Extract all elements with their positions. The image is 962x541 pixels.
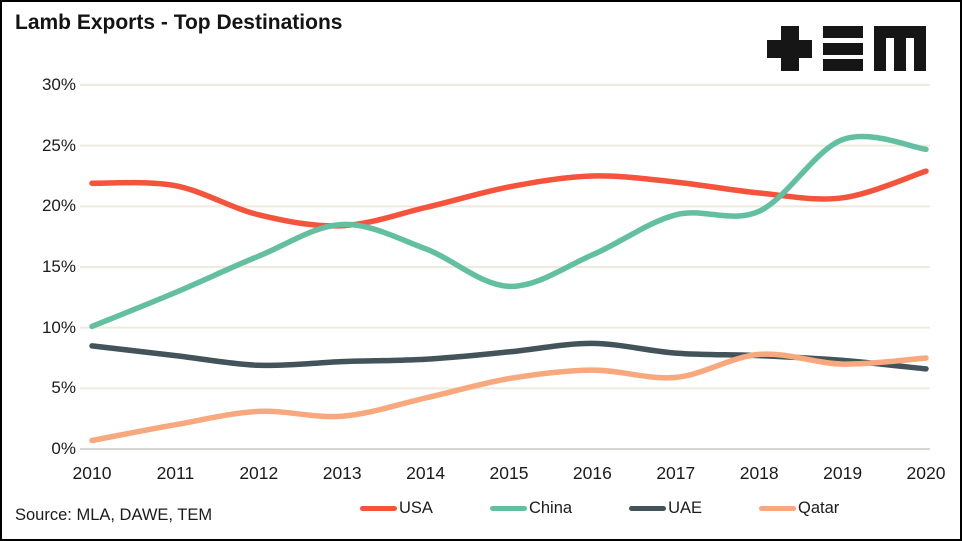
tem-logo bbox=[767, 26, 926, 71]
x-axis-label: 2015 bbox=[489, 463, 529, 483]
series-line-usa bbox=[89, 168, 929, 229]
series-line-china bbox=[89, 133, 929, 330]
x-axis-label: 2011 bbox=[156, 463, 195, 483]
legend-item-uae: UAE bbox=[629, 499, 702, 518]
logo-plus-icon bbox=[767, 26, 812, 71]
x-axis-label: 2012 bbox=[239, 463, 279, 483]
chart-legend: USA China UAE Qatar bbox=[360, 499, 839, 518]
legend-item-qatar: Qatar bbox=[759, 499, 839, 518]
x-axis-label: 2016 bbox=[572, 463, 612, 483]
source-note: Source: MLA, DAWE, TEM bbox=[15, 506, 213, 524]
x-axis-label: 2017 bbox=[656, 463, 696, 483]
chart-title: Lamb Exports - Top Destinations bbox=[15, 11, 343, 34]
legend-label: Qatar bbox=[798, 499, 840, 517]
legend-line-swatch bbox=[360, 506, 397, 511]
x-axis-label: 2019 bbox=[823, 463, 863, 483]
series-line-qatar bbox=[89, 351, 929, 444]
legend-line-swatch bbox=[629, 506, 667, 511]
y-axis-label: 15% bbox=[41, 257, 76, 276]
x-axis-label: 2018 bbox=[739, 463, 779, 483]
x-axis-label: 2010 bbox=[72, 463, 112, 483]
y-axis-label: 0% bbox=[51, 439, 76, 458]
y-axis-label: 30% bbox=[41, 75, 76, 94]
legend-line-swatch bbox=[759, 506, 796, 511]
y-axis-label: 10% bbox=[41, 317, 76, 337]
legend-item-usa: USA bbox=[360, 499, 433, 518]
x-axis-label: 2013 bbox=[322, 463, 362, 483]
y-axis-label: 20% bbox=[41, 196, 76, 216]
x-axis-label: 2020 bbox=[906, 463, 946, 483]
logo-m-icon bbox=[874, 26, 926, 71]
legend-item-china: China bbox=[489, 499, 573, 518]
logo-e-icon bbox=[823, 26, 863, 71]
x-axis-label: 2014 bbox=[406, 463, 446, 483]
legend-label: USA bbox=[399, 499, 433, 517]
legend-label: UAE bbox=[668, 499, 702, 517]
legend-label: China bbox=[528, 499, 573, 517]
legend-line-swatch bbox=[489, 506, 527, 511]
y-axis-label: 5% bbox=[51, 378, 76, 398]
y-axis-label: 25% bbox=[41, 135, 76, 155]
